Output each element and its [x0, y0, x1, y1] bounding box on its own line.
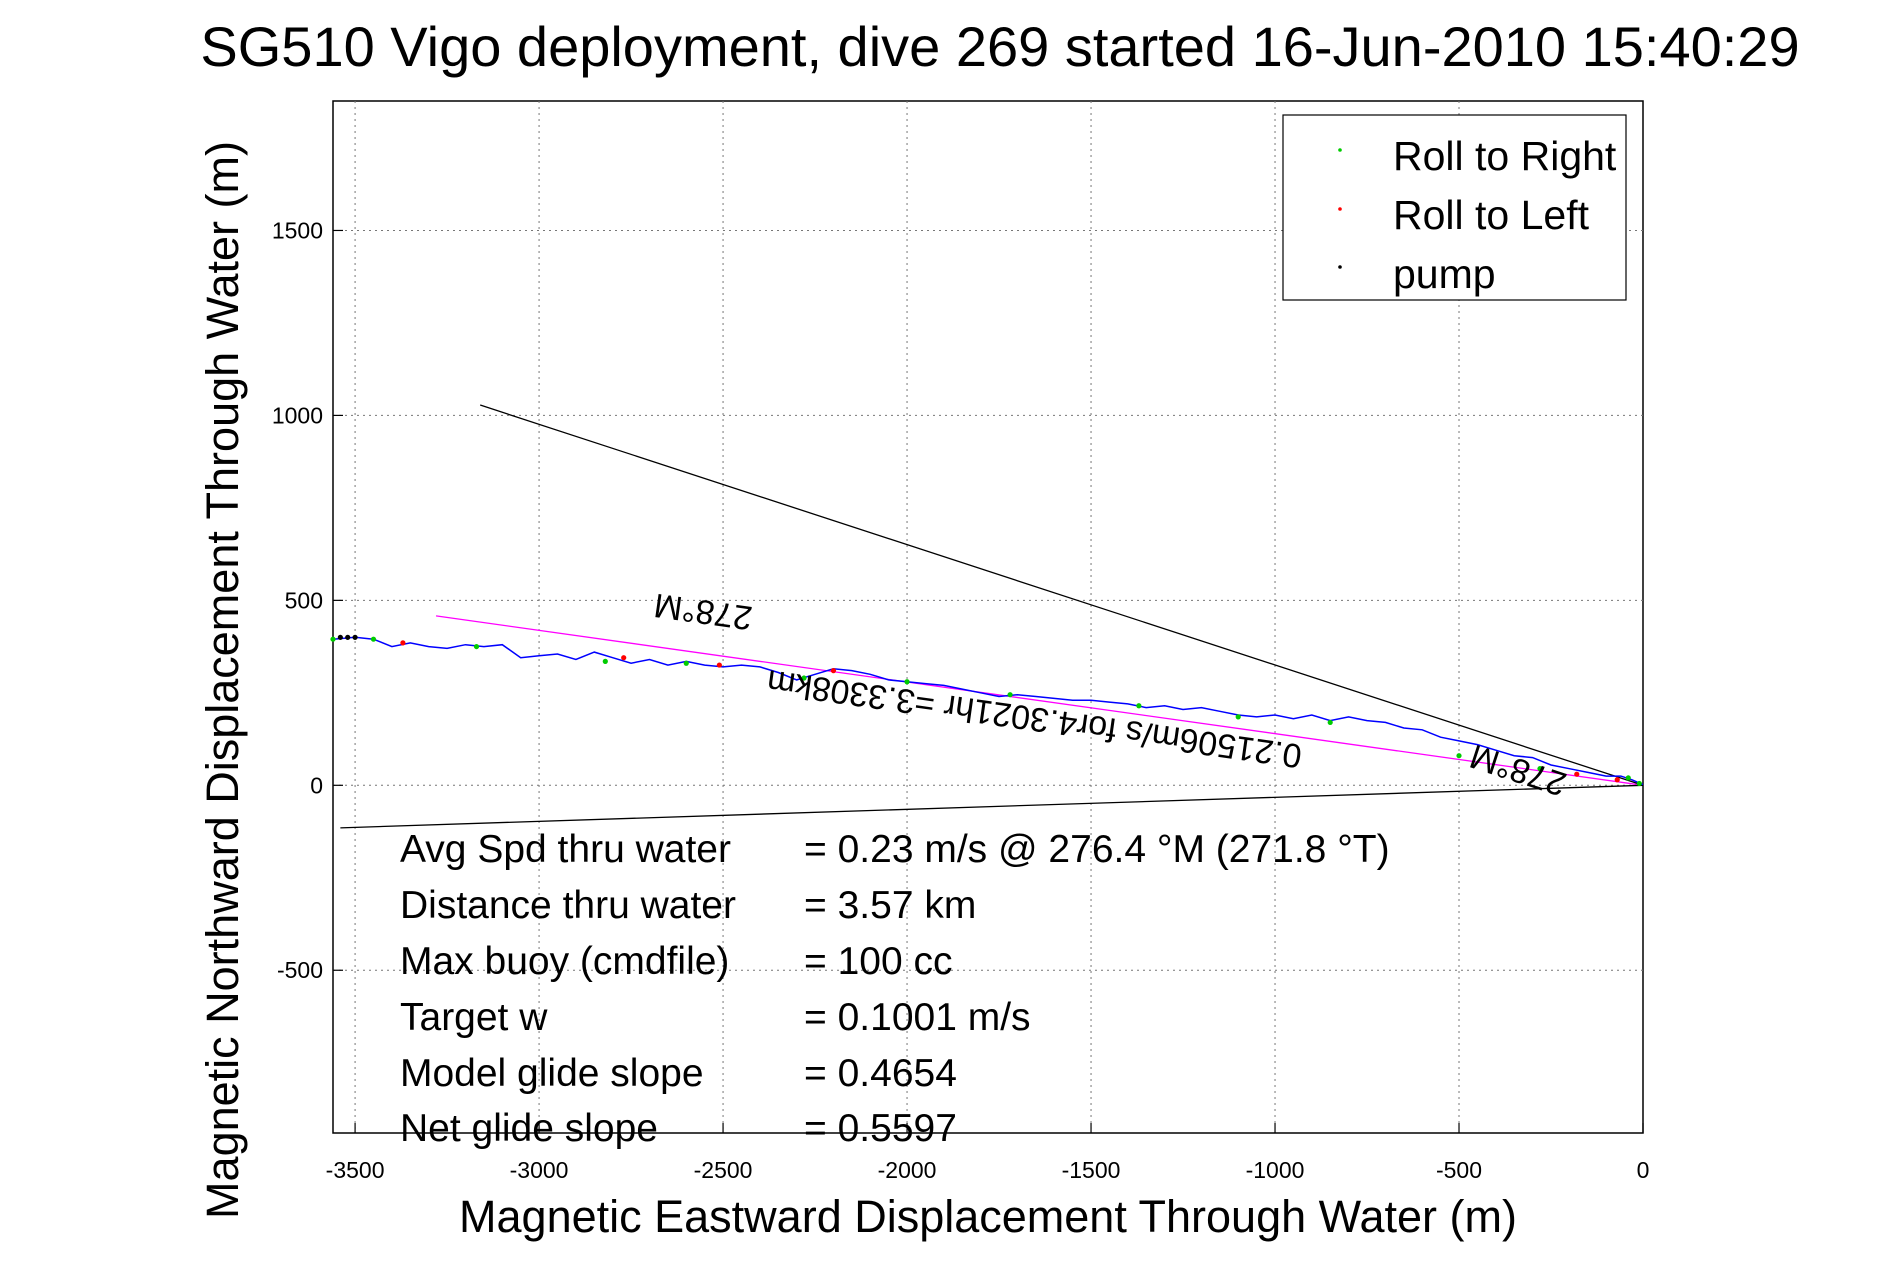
y-tick-label: 1000 [272, 402, 323, 428]
pump-point [345, 634, 351, 640]
roll-right-point [370, 636, 377, 642]
legend-label-roll-right: Roll to Right [1393, 133, 1617, 179]
x-tick-label: 0 [1637, 1157, 1650, 1183]
x-tick-label: -2500 [694, 1157, 753, 1183]
roll-right-point [683, 660, 689, 666]
roll-right-point [801, 675, 807, 681]
stat-value: = 3.57 km [804, 884, 976, 927]
legend-label-roll-left: Roll to Left [1393, 192, 1590, 238]
y-tick-label: 0 [310, 772, 323, 798]
roll-right-point [1235, 714, 1241, 720]
roll-right-point [1007, 692, 1013, 698]
roll-left-point [400, 640, 406, 646]
stats-block: Avg Spd thru water = 0.23 m/s @ 276.4 °M… [400, 828, 1390, 1150]
reference-lines [340, 404, 1644, 829]
x-tick-label: -3500 [326, 1157, 385, 1183]
stat-label: Max buoy (cmdfile) [400, 940, 729, 983]
y-tick-label: -500 [277, 957, 323, 983]
y-tick-label: 1500 [272, 217, 323, 243]
chart-title: SG510 Vigo deployment, dive 269 started … [200, 15, 1799, 78]
roll-right-point [330, 636, 336, 642]
roll-left-point [1574, 771, 1580, 777]
stat-label: Model glide slope [400, 1052, 704, 1095]
x-axis-label: Magnetic Eastward Displacement Through W… [459, 1191, 1517, 1242]
roll-right-point [473, 643, 480, 650]
pump-point [352, 634, 358, 640]
roll-left-point [716, 662, 722, 668]
stat-label: Avg Spd thru water [400, 828, 731, 871]
roll-left-point [621, 655, 627, 661]
glider-track-line [332, 636, 1644, 786]
track-markers [330, 634, 1642, 787]
roll-right-point [1327, 719, 1333, 726]
roll-right-point [1456, 753, 1462, 759]
y-axis-ticks: -500 0 500 1000 1500 [272, 217, 343, 983]
stat-label: Distance thru water [400, 884, 736, 927]
roll-left-point [1614, 777, 1620, 783]
stat-value: = 100 cc [804, 940, 953, 983]
stat-label: Target w [400, 996, 548, 1039]
stat-value: = 0.4654 [804, 1052, 957, 1095]
roll-left-point [830, 668, 837, 674]
x-tick-label: -3000 [510, 1157, 569, 1183]
grid [333, 101, 1643, 1133]
legend-marker-roll-right [1338, 148, 1342, 152]
pump-point [337, 634, 343, 640]
stat-label: Net glide slope [400, 1107, 658, 1150]
stat-value: = 0.23 m/s @ 276.4 °M (271.8 °T) [804, 828, 1390, 871]
legend-label-pump: pump [1393, 251, 1496, 297]
x-tick-label: -1000 [1246, 1157, 1305, 1183]
roll-right-point [904, 679, 910, 685]
roll-right-point [1636, 780, 1642, 787]
reference-line-black-lower [340, 784, 1644, 829]
reference-line-magenta [435, 615, 1644, 786]
legend: Roll to Right Roll to Left pump [1282, 114, 1627, 301]
y-axis-label: Magnetic Northward Displacement Through … [197, 141, 248, 1219]
reference-line-black-upper [479, 404, 1644, 786]
roll-right-point [1625, 775, 1631, 781]
roll-right-point [1136, 703, 1142, 709]
stat-value: = 0.5597 [804, 1107, 957, 1150]
roll-right-point [1537, 766, 1543, 772]
stat-value: = 0.1001 m/s [804, 996, 1031, 1039]
y-tick-label: 500 [285, 587, 323, 613]
x-tick-label: -1500 [1062, 1157, 1121, 1183]
legend-marker-roll-left [1338, 207, 1342, 211]
legend-marker-pump [1338, 265, 1342, 269]
x-tick-label: -2000 [878, 1157, 937, 1183]
roll-right-point [602, 658, 608, 664]
x-axis-ticks: -3500 -3000 -2500 -2000 -1500 -1000 -500 0 [326, 1123, 1650, 1183]
x-tick-label: -500 [1436, 1157, 1482, 1183]
